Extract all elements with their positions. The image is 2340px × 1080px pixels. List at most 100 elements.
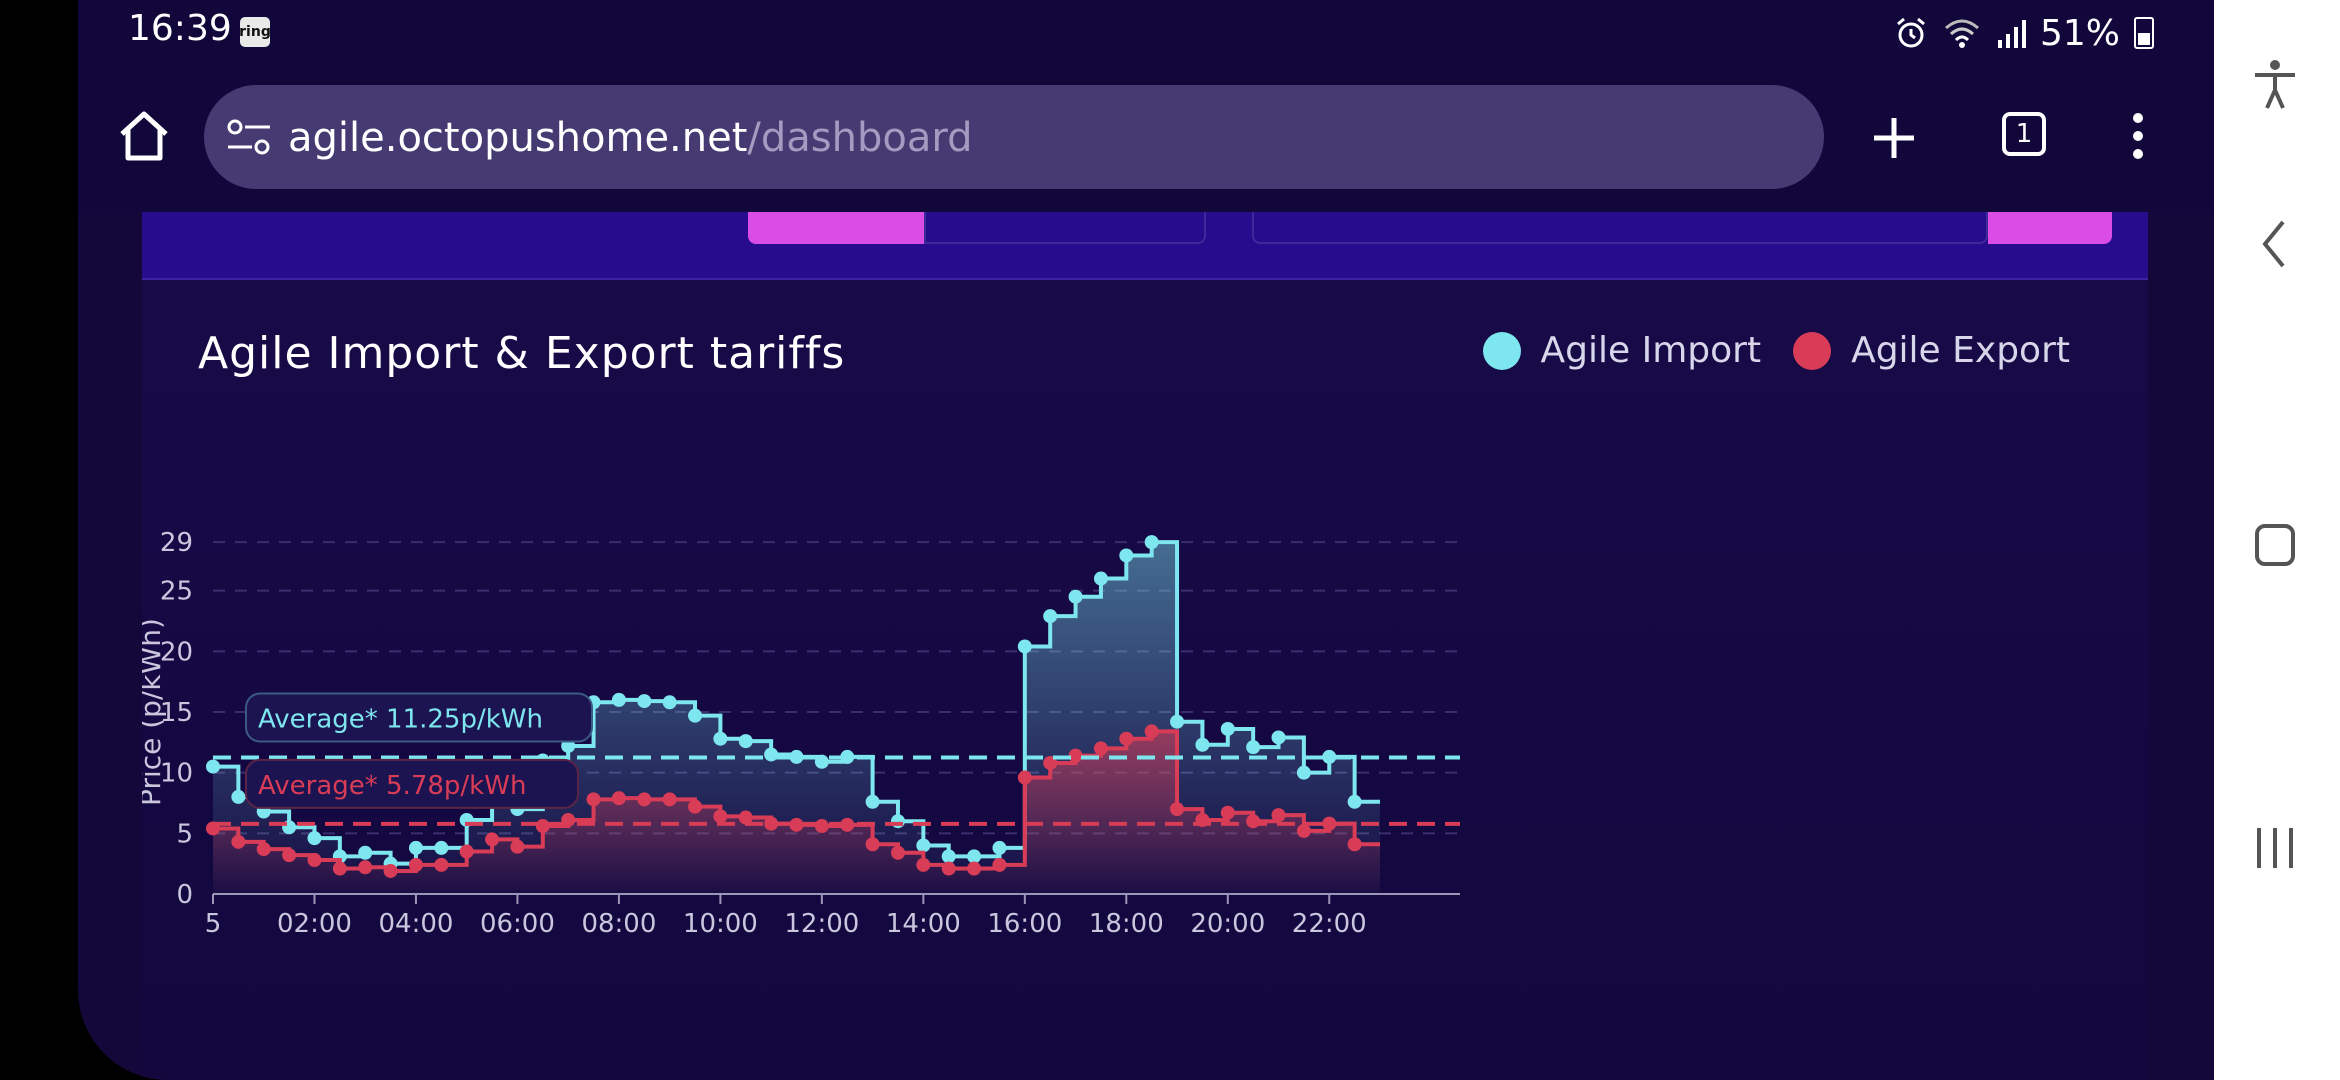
new-tab-icon[interactable]	[1870, 114, 1918, 162]
data-point	[1322, 749, 1337, 764]
average-label: Average* 11.25p/kWh	[258, 705, 543, 735]
data-point	[1322, 816, 1337, 831]
y-tick-label: 25	[160, 577, 193, 607]
average-label-box	[245, 692, 593, 743]
data-point	[434, 840, 449, 855]
data-point	[586, 792, 601, 807]
data-point	[637, 694, 652, 709]
data-point	[256, 842, 271, 857]
status-time: 16:39	[128, 8, 232, 49]
data-point	[916, 857, 931, 872]
data-point	[1195, 737, 1210, 752]
data-point	[992, 857, 1007, 872]
y-tick-label: 10	[160, 759, 193, 789]
y-tick-label: 0	[176, 880, 193, 910]
status-bar: 16:39 ring 51%	[78, 0, 2214, 66]
home-square-icon[interactable]	[2247, 520, 2303, 572]
home-icon[interactable]	[116, 108, 172, 164]
page-content: Agile Import & Export tariffs Agile Impo…	[78, 212, 2214, 1080]
x-tick-label: 04:00	[378, 909, 453, 939]
data-point	[916, 838, 931, 853]
y-tick-label: 15	[160, 698, 193, 728]
data-point	[840, 749, 855, 764]
data-point	[890, 845, 905, 860]
x-tick-label: 18:00	[1089, 909, 1164, 939]
data-point	[408, 840, 423, 855]
data-point	[941, 861, 956, 876]
data-point	[332, 861, 347, 876]
x-tick-label: 22:00	[1292, 909, 1367, 939]
data-point	[1093, 741, 1108, 756]
address-bar[interactable]: agile.octopushome.net/dashboard	[204, 85, 1824, 189]
tariff-chart-card: Agile Import & Export tariffs Agile Impo…	[142, 280, 2148, 1080]
data-point	[1347, 837, 1362, 852]
x-tick-label: 08:00	[581, 909, 656, 939]
accessibility-icon[interactable]	[2247, 58, 2303, 110]
signal-icon	[1997, 20, 2026, 48]
previous-card-edge	[142, 212, 2148, 280]
data-point	[1220, 805, 1235, 820]
status-icons: 51%	[1894, 10, 2154, 56]
data-point	[713, 731, 728, 746]
data-point	[1119, 548, 1134, 563]
data-point	[1144, 535, 1159, 550]
x-tick-label: 20:00	[1190, 909, 1265, 939]
data-point	[1043, 609, 1058, 624]
legend-export-label[interactable]: Agile Export	[1851, 330, 2070, 371]
data-point	[865, 837, 880, 852]
average-label-box	[245, 758, 579, 809]
tab-count: 1	[2015, 119, 2033, 149]
segment-active-right[interactable]	[1988, 212, 2112, 244]
x-tick-label: 06:00	[480, 909, 555, 939]
segmented-control[interactable]	[1252, 212, 1988, 244]
data-point	[814, 819, 829, 834]
data-point	[1271, 808, 1286, 823]
data-point	[738, 810, 753, 825]
data-point	[1220, 721, 1235, 736]
toggle-inactive-left[interactable]	[924, 212, 1206, 244]
data-point	[1144, 724, 1159, 739]
data-point	[1093, 571, 1108, 586]
url-path: /dashboard	[747, 115, 973, 161]
recents-icon[interactable]	[2247, 822, 2303, 874]
wifi-icon	[1944, 19, 1979, 48]
data-point	[637, 792, 652, 807]
data-point	[967, 861, 982, 876]
data-point	[510, 839, 525, 854]
data-point	[1068, 589, 1083, 604]
data-point	[459, 844, 474, 859]
url-text[interactable]: agile.octopushome.net/dashboard	[288, 115, 973, 161]
data-point	[535, 819, 550, 834]
site-settings-icon[interactable]	[226, 117, 272, 157]
tabs-button[interactable]: 1	[2002, 112, 2046, 156]
data-point	[662, 695, 677, 710]
y-tick-label: 20	[160, 637, 193, 667]
data-point	[383, 863, 398, 878]
back-icon[interactable]	[2247, 218, 2303, 270]
data-point	[890, 814, 905, 829]
data-point	[408, 857, 423, 872]
data-point	[1170, 802, 1185, 817]
data-point	[992, 840, 1007, 855]
average-label: Average* 5.78p/kWh	[258, 771, 526, 801]
data-point	[1017, 639, 1032, 654]
data-point	[1246, 814, 1261, 829]
menu-icon[interactable]	[2128, 112, 2148, 160]
data-point	[764, 816, 779, 831]
legend-import-label[interactable]: Agile Import	[1540, 330, 1762, 371]
x-tick-label: 5	[205, 909, 222, 939]
x-tick-label: 12:00	[784, 909, 859, 939]
x-tick-label: 02:00	[277, 909, 352, 939]
toggle-active-left[interactable]	[748, 212, 924, 244]
phone-screen: 16:39 ring 51%	[78, 0, 2214, 1080]
data-point	[967, 849, 982, 864]
battery-percent: 51%	[2039, 12, 2120, 54]
data-point	[307, 853, 322, 868]
data-point	[941, 849, 956, 864]
data-point	[485, 832, 500, 847]
legend-import-dot	[1482, 331, 1521, 370]
data-point	[231, 834, 246, 849]
data-point	[1347, 794, 1362, 809]
data-point	[358, 860, 373, 875]
